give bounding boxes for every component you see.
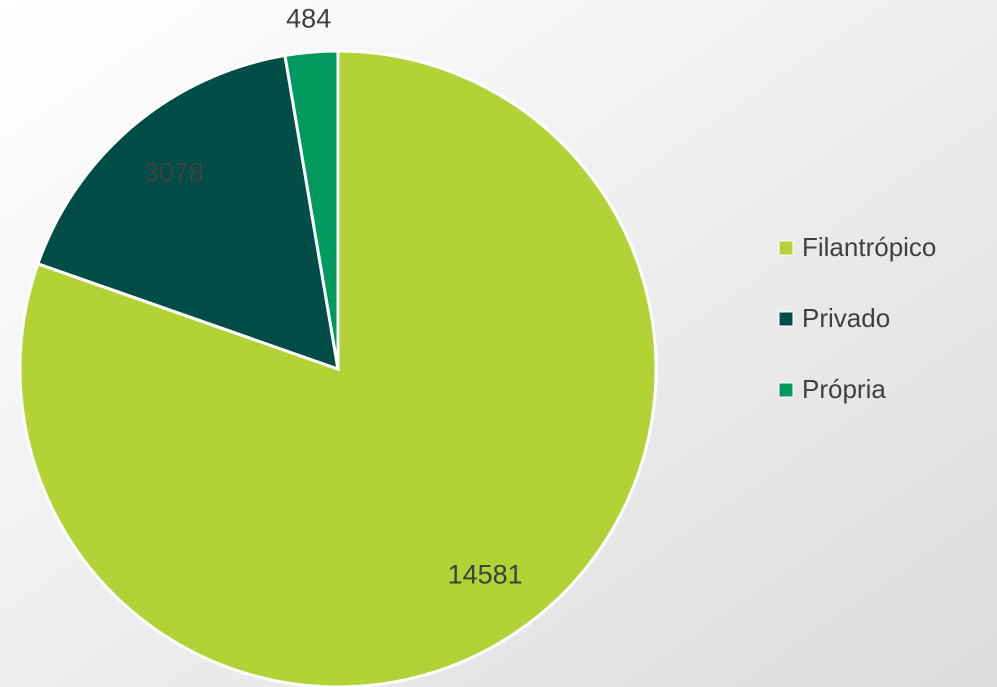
data-label: 14581 bbox=[448, 560, 523, 590]
data-label: 484 bbox=[286, 3, 331, 33]
data-label: 3078 bbox=[144, 158, 204, 188]
legend-label: Própria bbox=[802, 374, 886, 404]
legend-swatch bbox=[778, 311, 794, 327]
pie-slice bbox=[283, 49, 340, 370]
legend-swatch bbox=[778, 240, 794, 256]
pie-slice bbox=[35, 53, 340, 372]
legend-swatch bbox=[778, 382, 794, 398]
legend-label: Privado bbox=[802, 303, 890, 333]
legend-label: Filantrópico bbox=[802, 232, 936, 262]
